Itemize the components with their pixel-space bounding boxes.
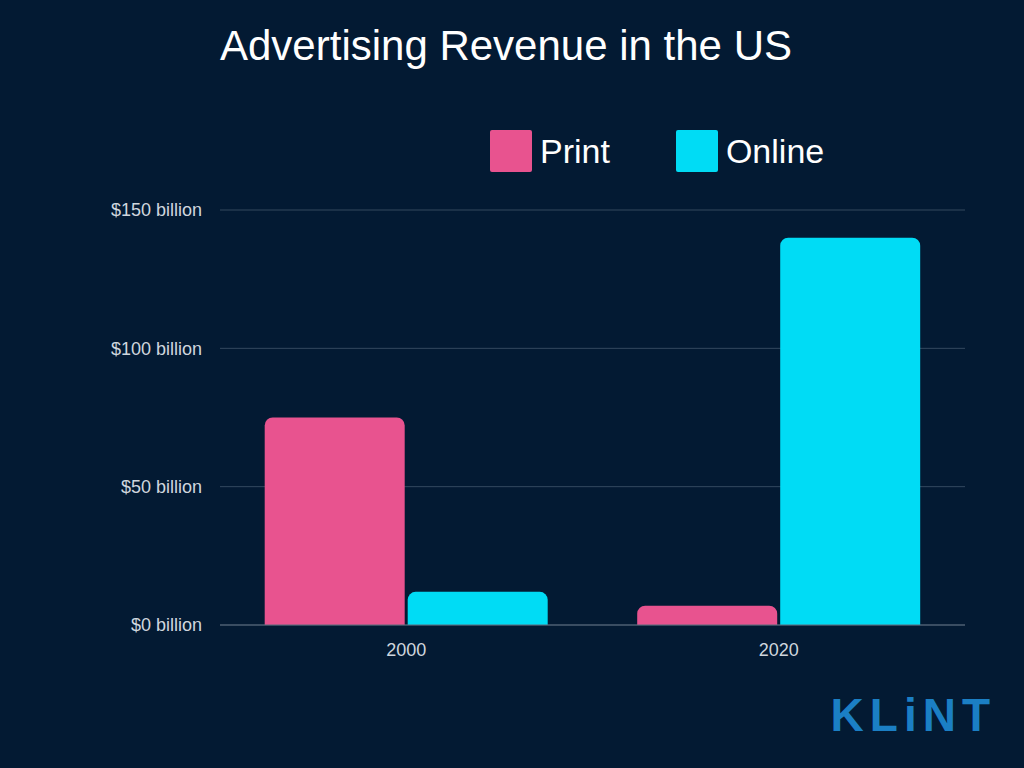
svg-text:2000: 2000 <box>386 640 426 660</box>
html-text:Online: Online <box>725 131 825 170</box>
svg-text:$150 billion: $150 billion <box>111 200 202 220</box>
svg-text:$0 billion: $0 billion <box>131 615 202 635</box>
svg-text:$50 billion: $50 billion <box>121 477 202 497</box>
html-text:KLiNT: KLiNT <box>830 689 996 741</box>
svg-text:$100 billion: $100 billion <box>111 339 202 359</box>
html-text:Advertising Revenue in the US: Advertising Revenue in the US <box>220 22 792 69</box>
svg-text:2020: 2020 <box>759 640 799 660</box>
html-text:Print: Print <box>540 131 610 170</box>
